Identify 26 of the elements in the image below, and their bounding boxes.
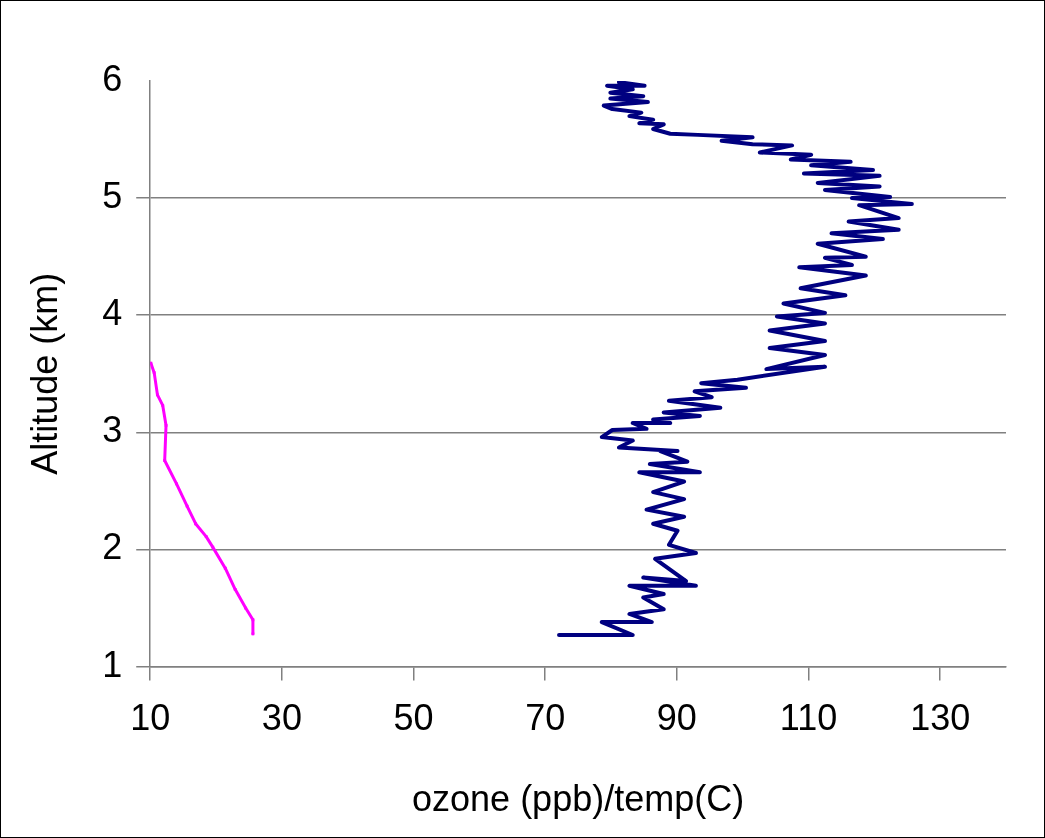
point xyxy=(223,566,227,570)
x-tick-label: 70 xyxy=(525,697,566,739)
y-tick-label: 1 xyxy=(102,643,123,685)
point xyxy=(152,371,156,375)
x-tick-label: 130 xyxy=(910,697,971,739)
point xyxy=(175,482,178,486)
point xyxy=(233,587,237,591)
y-tick-label: 6 xyxy=(102,57,123,99)
x-tick-label: 30 xyxy=(261,697,302,739)
x-tick-label: 50 xyxy=(393,697,434,739)
y-tick-label: 5 xyxy=(102,175,123,217)
y-tick-label: 2 xyxy=(102,526,123,568)
point xyxy=(211,545,215,549)
y-tick-label: 4 xyxy=(102,292,123,334)
point xyxy=(185,504,189,508)
point xyxy=(156,393,159,397)
x-tick-label: 110 xyxy=(779,697,838,739)
point xyxy=(161,404,165,407)
y-axis-title: Altitude (km) xyxy=(23,272,65,475)
y-tick-label: 3 xyxy=(102,409,123,451)
x-tick-label: 10 xyxy=(130,697,171,739)
x-tick-label: 90 xyxy=(656,697,697,739)
point xyxy=(204,535,208,539)
point xyxy=(194,522,198,526)
point xyxy=(163,459,167,462)
x-axis-title: ozone (ppb)/temp(C) xyxy=(412,778,745,820)
